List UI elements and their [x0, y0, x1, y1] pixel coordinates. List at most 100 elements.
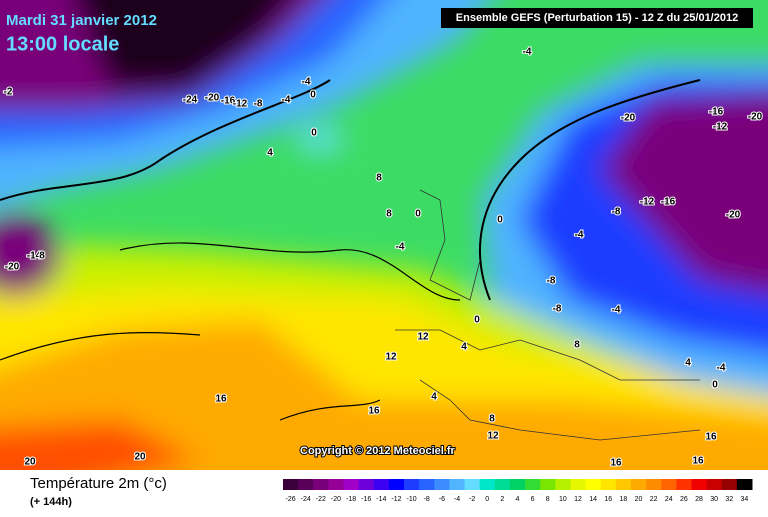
contour-label: 0 — [311, 128, 317, 139]
contour-label: -12 — [713, 122, 728, 133]
contour-label: 4 — [267, 148, 273, 159]
colorbar-tick-label: -2 — [469, 496, 475, 503]
color-swatch — [540, 479, 556, 490]
colorbar-tick-label: 30 — [710, 496, 718, 503]
contour-label: -4 — [717, 363, 726, 374]
color-swatch — [691, 479, 708, 490]
color-swatch — [434, 479, 450, 490]
copyright: Copyright © 2012 Meteociel.fr — [300, 445, 456, 457]
contour-label: -14 — [27, 251, 42, 262]
contour-label: 16 — [705, 432, 717, 443]
contour-label: 12 — [385, 352, 397, 363]
color-swatch — [509, 479, 526, 490]
color-swatch — [721, 479, 738, 490]
colorbar-tick-label: -10 — [407, 496, 417, 503]
color-swatch — [283, 479, 299, 490]
colorbar-tick-label: 22 — [650, 496, 658, 503]
color-swatch — [600, 479, 617, 490]
contour-label: -8 — [553, 304, 562, 315]
color-swatch — [373, 479, 390, 490]
colorbar-tick-label: -16 — [361, 496, 371, 503]
color-swatch — [313, 479, 329, 490]
color-swatch — [479, 479, 496, 490]
contour-label: -2 — [4, 87, 13, 98]
contour-label: 12 — [417, 332, 429, 343]
contour-label: 8 — [376, 173, 382, 184]
colorbar-tick-label: -24 — [301, 496, 311, 503]
color-swatch — [494, 479, 511, 490]
color-swatch — [676, 479, 692, 490]
colorbar-tick-label: 12 — [574, 496, 582, 503]
colorbar-tick-label: 28 — [695, 496, 703, 503]
color-swatch — [570, 479, 587, 490]
model-box — [441, 8, 753, 28]
contour-label: 8 — [39, 251, 45, 262]
colorbar-tick-label: -8 — [424, 496, 430, 503]
color-swatch — [706, 479, 723, 490]
contour-label: 20 — [134, 452, 146, 463]
contour-label: -8 — [547, 276, 556, 287]
contour-label: -16 — [221, 96, 236, 107]
legend-band — [0, 470, 768, 512]
contour-label: 4 — [431, 392, 437, 403]
color-swatch — [736, 479, 753, 490]
contour-label: 0 — [712, 380, 718, 391]
colorbar-tick-label: -26 — [286, 496, 296, 503]
contour-label: 8 — [574, 340, 580, 351]
colorbar-tick-label: 4 — [516, 496, 520, 503]
color-swatch — [630, 479, 647, 490]
contour-label: -4 — [575, 230, 584, 241]
contour-label: -16 — [709, 107, 724, 118]
legend-title: Température 2m (°c) — [30, 475, 167, 492]
colorbar-tick-label: 10 — [559, 496, 567, 503]
contour-label: 0 — [415, 209, 421, 220]
colorbar-tick-label: 24 — [665, 496, 673, 503]
color-swatch — [328, 479, 345, 490]
colorbar-tick-label: 34 — [741, 496, 749, 503]
contour-label: -16 — [661, 197, 676, 208]
contour-label: 16 — [610, 458, 622, 469]
colorbar-tick-label: 0 — [485, 496, 489, 503]
colorbar-tick-label: -4 — [454, 496, 460, 503]
colorbar-tick-label: -12 — [391, 496, 401, 503]
colorbar-tick-label: -20 — [331, 496, 341, 503]
contour-label: -4 — [302, 77, 311, 88]
contour-label: -24 — [183, 95, 198, 106]
contour-label: -4 — [282, 95, 291, 106]
color-swatch — [661, 479, 677, 490]
colorbar-tick-label: -22 — [316, 496, 326, 503]
color-swatch — [646, 479, 662, 490]
colorbar-tick-label: 16 — [604, 496, 612, 503]
contour-label: 0 — [310, 90, 316, 101]
colorbar-tick-label: -18 — [346, 496, 356, 503]
colorbar-tick-label: 2 — [500, 496, 504, 503]
contour-label: 16 — [692, 456, 704, 467]
colorbar: -26 -24 -22 -20 -18 -16 -14 -12 -10 -8 -6 -4 -2 0 2 4 6 8… — [283, 479, 753, 503]
contour-label: 20 — [24, 457, 36, 468]
contour-label: 0 — [474, 315, 480, 326]
contour-label: 16 — [215, 394, 227, 405]
legend-subtitle: (+ 144h) — [30, 496, 72, 508]
colorbar-tick-label: 32 — [725, 496, 733, 503]
contour-label: -12 — [233, 99, 248, 110]
colorbar-tick-label: 8 — [546, 496, 550, 503]
contour-label: 8 — [489, 414, 495, 425]
contour-label: -20 — [5, 262, 20, 273]
contour-label: 12 — [487, 431, 499, 442]
contour-label: -4 — [612, 305, 621, 316]
color-swatch — [388, 479, 405, 490]
color-swatch — [585, 479, 602, 490]
color-swatch — [419, 479, 435, 490]
contour-label: -4 — [523, 47, 532, 58]
color-swatch — [343, 479, 360, 490]
color-swatch — [525, 479, 541, 490]
contour-label: -20 — [621, 113, 636, 124]
contour-label: -12 — [640, 197, 655, 208]
contour-label: -8 — [254, 99, 263, 110]
contour-label: -20 — [726, 210, 741, 221]
colorbar-tick-label: 26 — [680, 496, 688, 503]
color-swatch — [615, 479, 632, 490]
colorbar-tick-label: 14 — [589, 496, 597, 503]
contour-label: -20 — [748, 112, 763, 123]
